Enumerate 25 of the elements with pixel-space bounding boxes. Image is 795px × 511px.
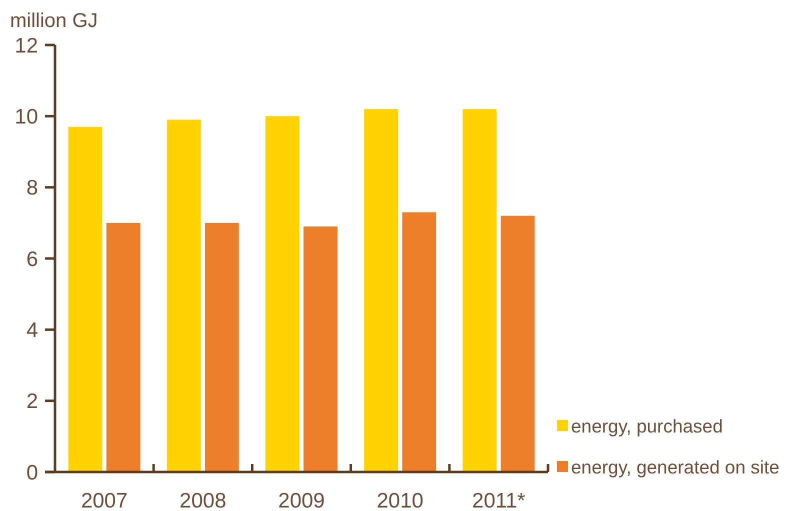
bar: [204, 222, 239, 472]
bar: [106, 222, 140, 472]
y-tick-label: 10: [14, 106, 38, 129]
bar: [462, 109, 497, 472]
legend-label: energy, purchased: [571, 415, 723, 436]
y-tick-label: 2: [26, 390, 38, 414]
y-axis-title: million GJ: [10, 10, 98, 32]
bar: [364, 109, 398, 472]
x-tick-label: 2008: [180, 489, 226, 511]
y-tick-label: 6: [26, 248, 38, 271]
bar: [166, 120, 201, 472]
y-tick-label: 8: [26, 176, 38, 200]
y-tick-label: 4: [26, 319, 38, 342]
bar: [68, 126, 102, 472]
x-tick-label: 2009: [278, 489, 325, 511]
bar: [402, 212, 436, 472]
x-tick-label: 2007: [80, 489, 128, 511]
y-tick-label: 12: [14, 34, 38, 58]
y-tick-label: 0: [26, 461, 38, 484]
legend-label: energy, generated on site: [571, 456, 780, 478]
x-tick-label: 2010: [376, 489, 424, 511]
x-tick-label: 2011*: [472, 489, 526, 511]
bar: [266, 116, 300, 472]
bar: [304, 226, 338, 472]
bar: [500, 216, 535, 472]
